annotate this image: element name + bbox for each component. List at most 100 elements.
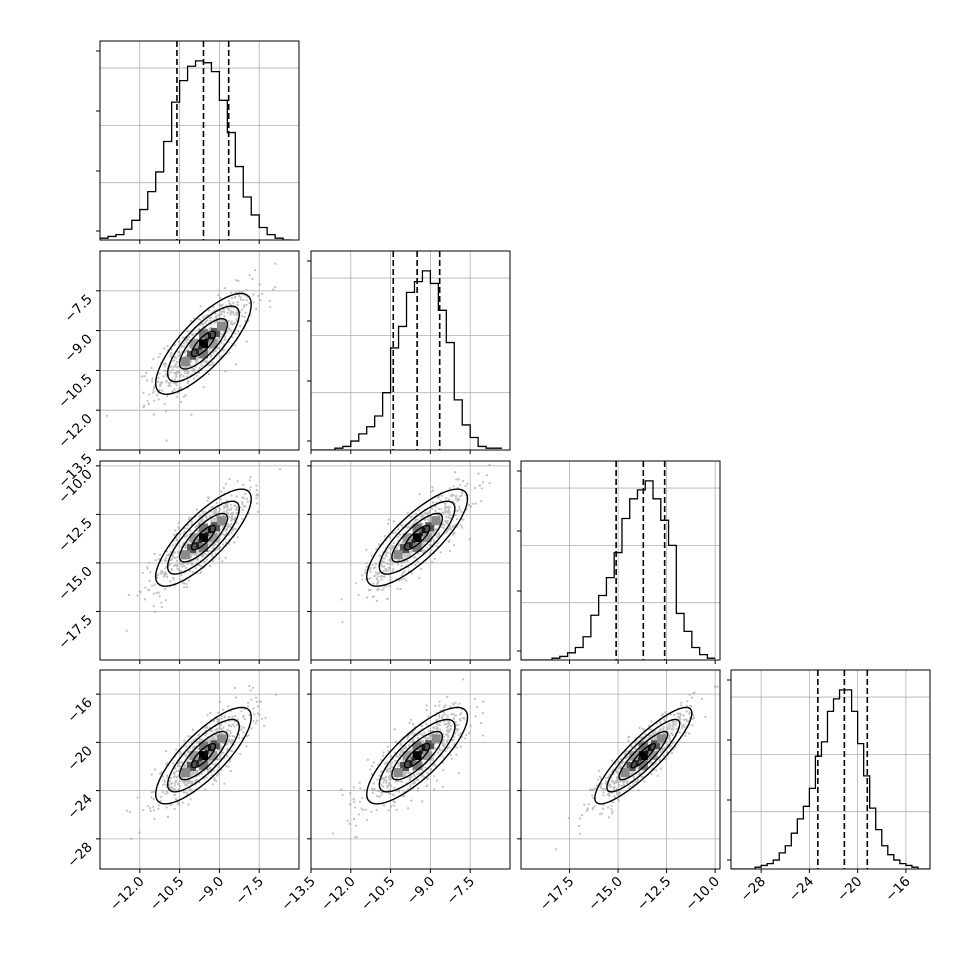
density-block-1-0-6 [198,349,208,359]
x-tick-label-2-0: −13.5 [278,874,319,915]
scatter-frame-1-0 [99,250,300,451]
scatter-panel-3-2 [521,670,720,869]
density-block-2-0-2 [193,539,203,549]
scatter-frame-3-1 [310,669,511,870]
contour-1-0-3 [166,305,241,383]
density-block-2-0-9 [208,533,218,543]
scatter-frame-2-0 [99,460,300,661]
density-block-3-2-8 [620,768,630,778]
scatter-frame-3-0 [99,669,300,870]
x-tick-label-3-3: −10.0 [682,874,723,915]
hist-frame-2 [310,250,511,451]
y-tick-label-4-1: −24 [64,791,95,822]
density-block-2-1-1 [418,527,428,537]
density-block-2-1-7 [431,516,441,526]
contour-3-0-1 [190,742,217,769]
density-block-3-0-9 [208,751,218,761]
scatter-panel-3-1 [311,670,510,869]
density-block-2-0-0 [198,533,208,543]
density-block-3-0-8 [181,768,191,778]
density-block-3-1-2 [406,757,416,767]
density-block-3-1-5 [412,741,422,751]
density-block-3-2-0 [638,751,648,761]
hist-frame-3 [520,460,721,661]
y-tick-label-3-0: −17.5 [55,612,96,653]
contour-2-0-4 [154,488,252,587]
density-block-2-1-9 [422,533,432,543]
y-tick-label-3-2: −12.5 [55,515,96,556]
hist-panel-2 [311,251,510,450]
y-tick-label-4-3: −16 [64,695,95,726]
scatter-frame-2-1 [310,460,511,661]
contour-3-1-2 [391,730,444,781]
density-block-3-2-7 [657,734,667,744]
contour-2-0-2 [178,512,229,563]
scatter-panel-3-0 [100,670,299,869]
hist-panel-1 [100,41,299,240]
contour-2-1-1 [403,524,431,551]
contour-2-0-3 [166,500,241,575]
density-block-2-1-8 [393,550,403,560]
density-block-1-0-8 [181,357,191,367]
contour-1-0-4 [154,292,252,396]
contour-1-0-1 [190,330,217,358]
density-block-2-1-10 [402,533,412,543]
contour-1-0-2 [178,317,229,370]
density-block-3-0-1 [204,745,214,755]
density-block-3-2-2 [632,757,642,767]
hist-frame-4 [730,669,931,870]
density-block-2-0-8 [181,550,191,560]
x-tick-label-3-2: −12.5 [634,874,675,915]
density-block-1-0-9 [208,339,218,349]
density-block-1-0-10 [189,339,199,349]
density-block-3-2-10 [629,751,639,761]
contour-2-1-4 [365,488,469,587]
density-block-1-0-2 [193,345,203,355]
density-block-3-0-6 [198,760,208,770]
contour-3-2-3 [606,718,681,793]
x-tick-label-4-2: −20 [834,874,865,905]
x-tick-label-2-4: −7.5 [444,874,478,908]
density-block-3-2-1 [644,745,654,755]
density-block-2-1-5 [412,523,422,533]
density-block-3-0-0 [198,751,208,761]
contour-3-2-2 [618,730,669,781]
x-tick-label-2-2: −10.5 [358,874,399,915]
scatter-panel-2-0 [100,461,299,660]
hist-frame-1 [99,40,300,241]
density-block-1-0-5 [198,329,208,339]
x-tick-label-4-0: −28 [738,874,769,905]
x-tick-label-3-0: −17.5 [537,874,578,915]
contour-3-0-2 [178,730,229,781]
y-tick-label-2-1: −12.0 [55,411,96,452]
x-tick-label-4-1: −24 [786,874,817,905]
density-block-3-2-6 [638,760,648,770]
density-block-3-1-9 [422,751,432,761]
density-block-3-0-5 [198,741,208,751]
x-tick-label-1-3: −7.5 [233,874,267,908]
scatter-panel-1-0 [100,251,299,450]
x-tick-label-2-1: −12.0 [318,874,359,915]
density-block-2-0-7 [216,516,226,526]
y-tick-label-2-2: −10.5 [55,371,96,412]
scatter-panel-2-1 [311,461,510,660]
density-block-2-1-0 [412,533,422,543]
contour-3-1-4 [365,706,469,805]
density-block-3-2-9 [648,751,658,761]
density-block-2-0-10 [189,533,199,543]
x-tick-label-1-1: −10.5 [147,874,188,915]
histogram-4 [731,689,930,869]
density-block-2-1-6 [412,542,422,552]
density-block-1-0-0 [198,339,208,349]
density-block-2-1-2 [406,539,416,549]
contour-3-0-4 [154,706,252,805]
contour-3-1-1 [403,742,431,769]
hist-panel-3 [521,461,720,660]
x-tick-label-3-1: −15.0 [585,874,626,915]
y-tick-label-2-3: −9.0 [61,331,95,365]
y-tick-label-2-4: −7.5 [61,291,95,325]
contour-3-2-4 [594,706,693,805]
contour-2-1-3 [378,500,456,575]
density-block-3-2-5 [638,741,648,751]
